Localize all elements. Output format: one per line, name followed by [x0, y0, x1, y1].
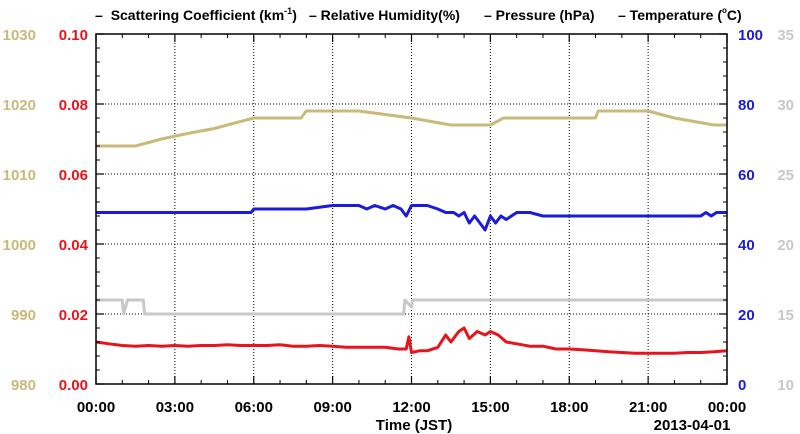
- grid-lines: [96, 34, 727, 384]
- series-line-temperature: [96, 298, 727, 316]
- legend-pressure: – Pressure (hPa): [484, 7, 595, 23]
- date-label: 2013-04-01: [654, 417, 731, 434]
- x-tick-label: 00:00: [77, 399, 115, 416]
- x-tick-label: 00:00: [708, 399, 746, 416]
- x-tick-label: 06:00: [235, 399, 273, 416]
- series-line-scattering: [95, 326, 728, 355]
- series-line-humidity: [96, 204, 727, 232]
- y-tick-label-pressure: 1000: [3, 237, 36, 254]
- y-tick-label-temperature: 15: [777, 307, 794, 324]
- x-tick-label: 15:00: [471, 399, 509, 416]
- x-tick-label: 09:00: [313, 399, 351, 416]
- y-tick-label-pressure: 1030: [3, 27, 36, 44]
- legend-scattering-text: –: [95, 7, 103, 23]
- y-tick-label-temperature: 20: [777, 237, 794, 254]
- y-tick-label-pressure: 1010: [3, 167, 36, 184]
- y-tick-label-humidity: 100: [738, 27, 763, 44]
- y-tick-label-scattering: 0.00: [59, 377, 88, 394]
- series-line-pressure: [96, 109, 727, 148]
- x-tick-label: 21:00: [629, 399, 667, 416]
- y-tick-label-pressure: 980: [11, 377, 36, 394]
- y-tick-label-temperature: 25: [777, 167, 794, 184]
- y-tick-label-humidity: 80: [738, 97, 755, 114]
- y-tick-label-temperature: 35: [777, 27, 794, 44]
- y-tick-label-humidity: 60: [738, 167, 755, 184]
- x-axis-title: Time (JST): [376, 417, 452, 434]
- legend-scattering: – Scattering Coefficient (km-1): [95, 6, 297, 23]
- y-tick-label-humidity: 40: [738, 237, 755, 254]
- y-tick-label-pressure: 1020: [3, 97, 36, 114]
- series-lines: [95, 109, 728, 355]
- y-tick-label-pressure: 990: [11, 307, 36, 324]
- x-tick-label: 12:00: [392, 399, 430, 416]
- y-tick-label-scattering: 0.06: [59, 167, 88, 184]
- y-tick-label-temperature: 10: [777, 377, 794, 394]
- x-tick-label: 18:00: [550, 399, 588, 416]
- y-tick-label-humidity: 20: [738, 307, 755, 324]
- legend-temperature: – Temperature (oC): [618, 6, 742, 23]
- legend-humidity: – Relative Humidity(%): [309, 7, 460, 23]
- y-tick-label-scattering: 0.04: [59, 237, 89, 254]
- y-tick-label-humidity: 0: [738, 377, 746, 394]
- axis-labels: 00:00 03:00 06:00 09:00 12:00 15:00 18:00 21:00…: [3, 27, 794, 416]
- y-tick-label-temperature: 30: [777, 97, 794, 114]
- y-tick-label-scattering: 0.02: [59, 307, 88, 324]
- y-tick-label-scattering: 0.08: [59, 97, 88, 114]
- axis-ticks: [95, 33, 728, 385]
- y-tick-label-scattering: 0.10: [59, 27, 88, 44]
- x-tick-label: 03:00: [156, 399, 194, 416]
